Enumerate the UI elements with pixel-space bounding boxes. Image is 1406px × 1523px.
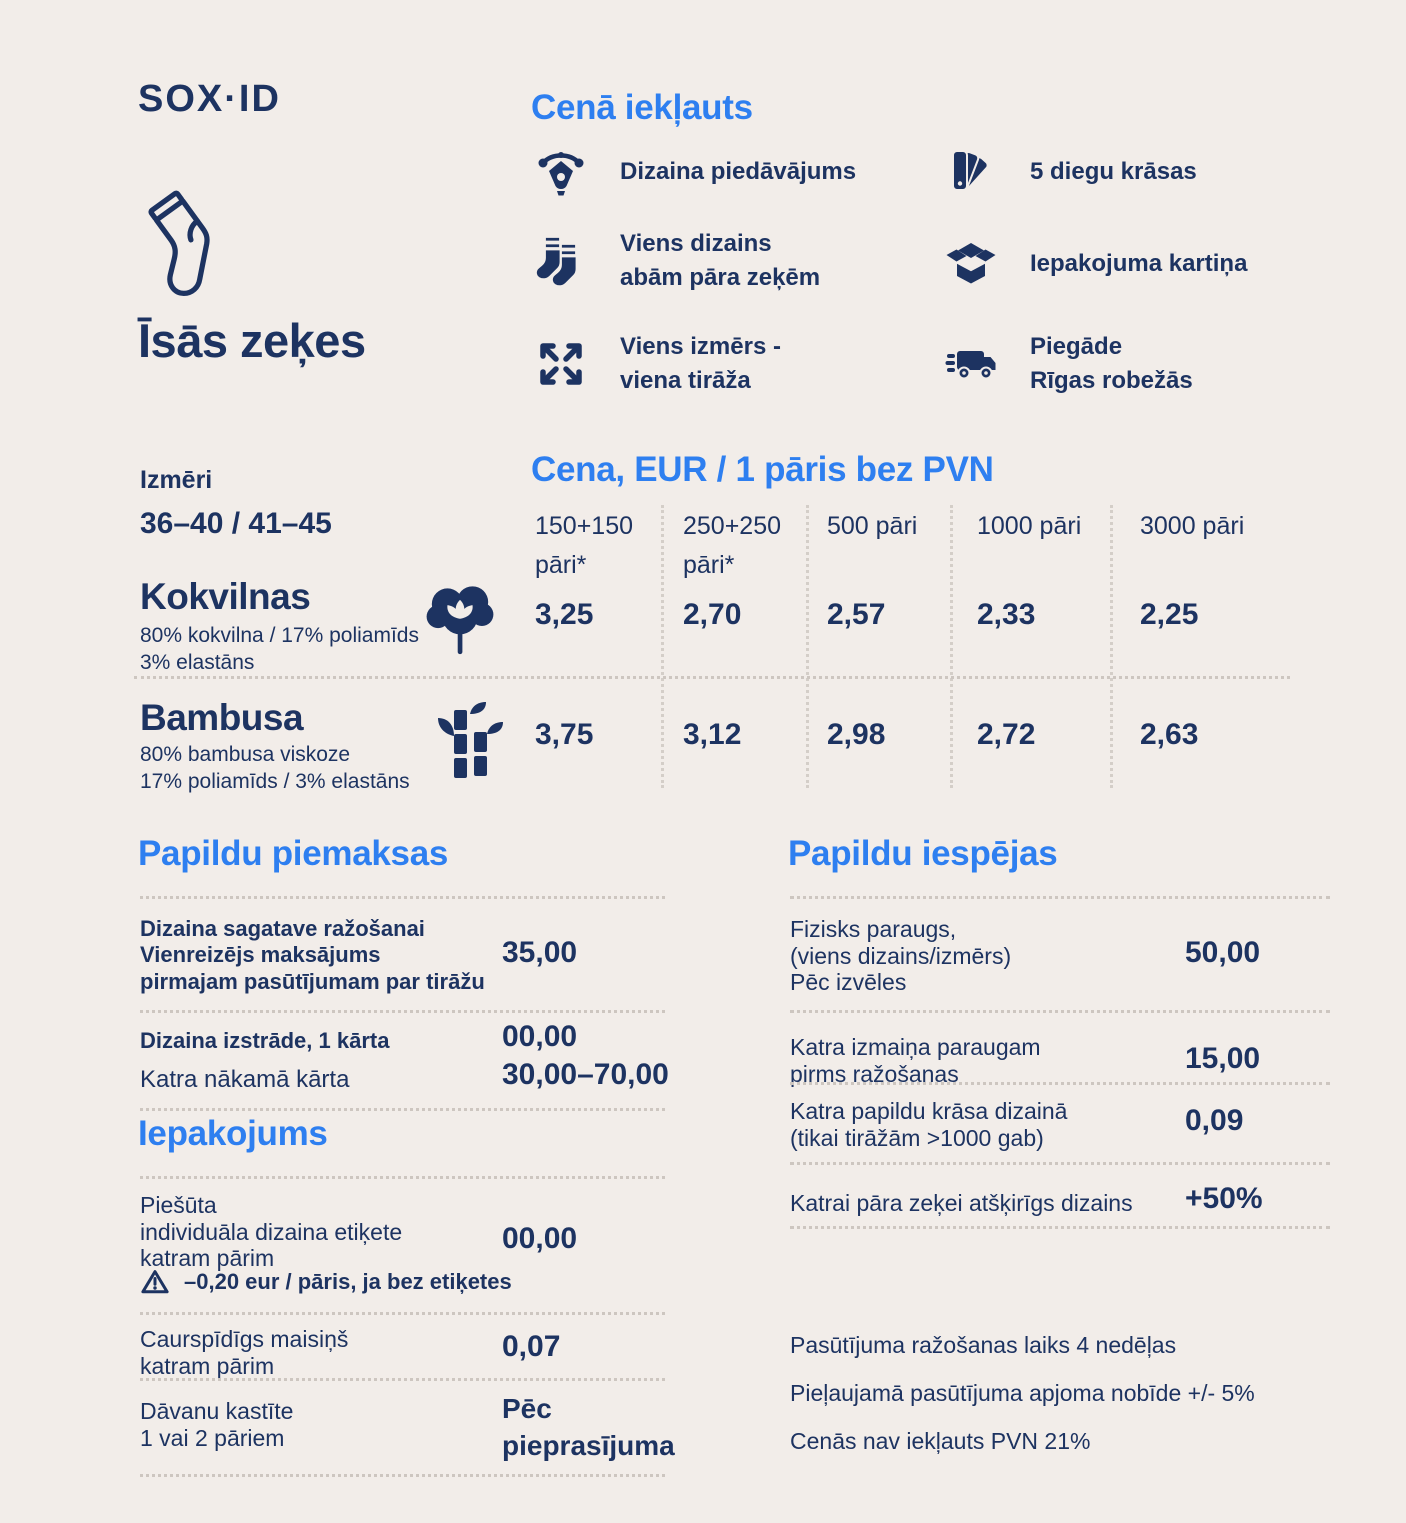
price-cell: 3,25 <box>535 598 594 631</box>
section-divider <box>140 1312 665 1315</box>
sizes-value: 36–40 / 41–45 <box>140 507 332 540</box>
price-cell: 2,33 <box>977 598 1036 631</box>
price-cell: 2,25 <box>1140 598 1199 631</box>
column-divider <box>806 505 809 788</box>
socks-pair-icon <box>534 234 588 288</box>
price-column-header: 150+150 pāri* <box>535 512 634 579</box>
price-cell: 3,12 <box>683 718 742 751</box>
brand-logo: SOX·ID <box>138 78 281 120</box>
label-warning-row: –0,20 eur / pāris, ja bez etiķetes <box>140 1268 620 1296</box>
pen-tool-icon <box>534 145 588 199</box>
feature-label: Iepakojuma kartiņa <box>1030 249 1248 277</box>
option-label: Katrai pāra zeķei atšķirīgs dizains <box>790 1190 1133 1216</box>
surcharge-label: Dizaina sagatave ražošanai Vienreizējs m… <box>140 916 485 994</box>
price-cell: 3,75 <box>535 718 594 751</box>
option-value: +50% <box>1185 1182 1263 1215</box>
feature-label: Piegāde Rīgas robežās <box>1030 333 1193 395</box>
section-divider <box>790 1226 1330 1229</box>
surcharge-value: 00,00 <box>502 1020 578 1053</box>
note-quantity-tolerance: Pieļaujamā pasūtījuma apjoma nobīde +/- … <box>790 1380 1255 1406</box>
warning-icon <box>141 1270 169 1294</box>
option-label: Katra izmaiņa paraugam pirms ražošanas <box>790 1034 1041 1087</box>
price-column-header: 250+250 pāri* <box>683 512 782 579</box>
option-label: Fizisks paraugs, (viens dizains/izmērs) … <box>790 916 1012 996</box>
material-desc: 80% kokvilna / 17% poliamīds 3% elastāns <box>140 624 419 675</box>
surcharge-label: Katra nākamā kārta <box>140 1066 350 1093</box>
price-column-header: 500 pāri <box>827 512 918 540</box>
feature-one-size: Viens izmērs - viena tirāža <box>534 330 954 398</box>
surcharge-label: Dizaina izstrāde, 1 kārta <box>140 1028 390 1053</box>
section-divider <box>140 1108 665 1111</box>
packaging-label: Caurspīdīgs maisiņš katram pārim <box>140 1326 349 1379</box>
note-production-time: Pasūtījuma ražošanas laiks 4 nedēļas <box>790 1332 1177 1358</box>
column-divider <box>661 505 664 788</box>
price-table-heading: Cena, EUR / 1 pāris bez PVN <box>531 450 994 489</box>
price-cell: 2,70 <box>683 598 742 631</box>
price-cell: 2,63 <box>1140 718 1199 751</box>
feature-one-design: Viens dizains abām pāra zeķēm <box>534 227 954 295</box>
material-name: Kokvilnas <box>140 576 311 617</box>
price-cell: 2,98 <box>827 718 886 751</box>
packaging-value: 00,00 <box>502 1222 578 1255</box>
section-divider <box>790 1082 1330 1085</box>
included-heading: Cenā iekļauts <box>531 88 753 127</box>
expand-arrows-icon <box>534 337 588 391</box>
feature-packaging-card: Iepakojuma kartiņa <box>944 237 1364 291</box>
feature-label: Viens izmērs - viena tirāža <box>620 333 781 395</box>
page-title: Īsās zeķes <box>138 314 366 367</box>
sizes-label: Izmēri <box>140 466 213 494</box>
feature-label: Dizaina piedāvājums <box>620 157 857 185</box>
section-divider <box>140 1378 665 1381</box>
price-cell: 2,72 <box>977 718 1036 751</box>
option-label: Katra papildu krāsa dizainā (tikai tirāž… <box>790 1098 1068 1151</box>
packaging-value: 0,07 <box>502 1330 561 1363</box>
warning-text: –0,20 eur / pāris, ja bez etiķetes <box>184 1269 512 1294</box>
packaging-label: Dāvanu kastīte 1 vai 2 pāriem <box>140 1398 294 1451</box>
option-value: 50,00 <box>1185 936 1261 969</box>
feature-label: 5 diegu krāsas <box>1030 157 1197 185</box>
price-column-header: 3000 pāri <box>1140 512 1245 540</box>
surcharges-heading: Papildu piemaksas <box>138 834 449 873</box>
material-desc: 80% bambusa viskoze 17% poliamīds / 3% e… <box>140 743 410 794</box>
surcharge-value: 30,00–70,00 <box>502 1058 669 1091</box>
section-divider <box>140 896 665 899</box>
column-divider <box>1110 505 1113 788</box>
bamboo-icon <box>428 702 504 794</box>
price-cell: 2,57 <box>827 598 886 631</box>
section-divider <box>790 1162 1330 1165</box>
packaging-value: Pēc pieprasījuma <box>502 1393 675 1462</box>
surcharge-value: 35,00 <box>502 936 578 969</box>
feature-design-offer: Dizaina piedāvājums <box>534 145 954 199</box>
section-divider <box>140 1010 665 1013</box>
ankle-sock-icon <box>128 190 253 300</box>
packaging-label: Piešūta individuāla dizaina etiķete katr… <box>140 1192 403 1272</box>
column-divider <box>950 505 953 788</box>
feature-thread-colors: 5 diegu krāsas <box>944 145 1364 199</box>
cotton-icon <box>422 578 498 674</box>
feature-delivery: Piegāde Rīgas robežās <box>944 330 1364 398</box>
row-divider <box>134 676 1290 679</box>
section-divider <box>140 1176 665 1179</box>
section-divider <box>790 1010 1330 1013</box>
color-swatches-icon <box>944 145 998 199</box>
delivery-truck-icon <box>944 337 998 391</box>
price-column-header: 1000 pāri <box>977 512 1082 540</box>
open-box-icon <box>944 237 998 291</box>
material-name: Bambusa <box>140 697 304 738</box>
feature-label: Viens dizains abām pāra zeķēm <box>620 230 821 292</box>
section-divider <box>140 1474 665 1477</box>
section-divider <box>790 896 1330 899</box>
note-vat: Cenās nav iekļauts PVN 21% <box>790 1428 1091 1454</box>
option-value: 15,00 <box>1185 1042 1261 1075</box>
options-heading: Papildu iespējas <box>788 834 1058 873</box>
packaging-heading: Iepakojums <box>138 1114 328 1153</box>
option-value: 0,09 <box>1185 1104 1244 1137</box>
